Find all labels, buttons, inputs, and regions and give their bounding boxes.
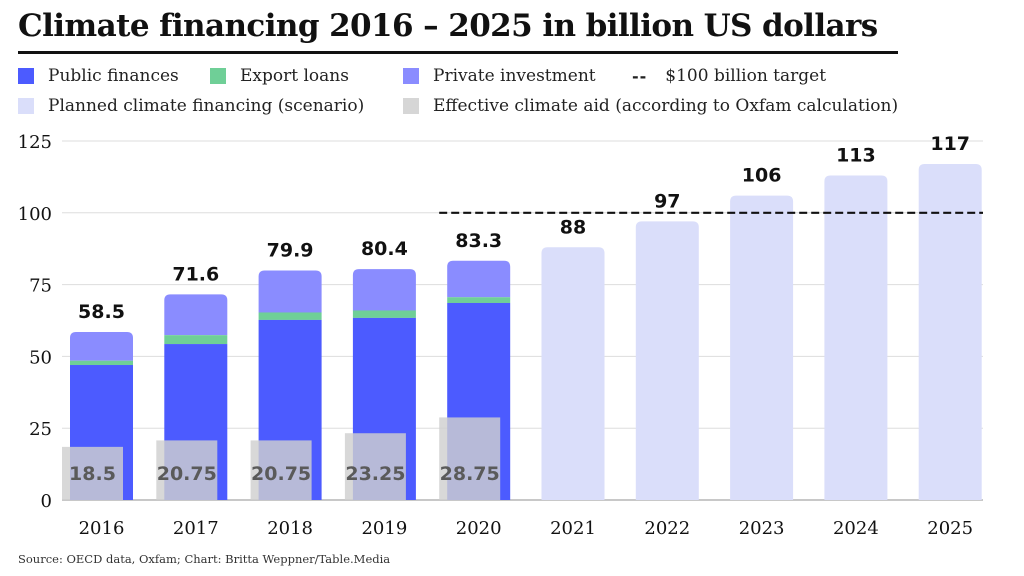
bar-total-label: 71.6 bbox=[172, 263, 219, 285]
bar-segment-private-investment bbox=[352, 269, 416, 311]
bar-total-label: 113 bbox=[836, 144, 876, 166]
effective-aid-label: 20.75 bbox=[157, 463, 217, 485]
bar-effective-climate-aid bbox=[344, 433, 406, 500]
bar-total-label: 79.9 bbox=[267, 240, 314, 262]
legend-swatch-export bbox=[210, 68, 226, 84]
legend-label-export: Export loans bbox=[240, 66, 349, 86]
bar-segment-private-investment bbox=[164, 294, 228, 336]
legend-label-planned: Planned climate financing (scenario) bbox=[48, 96, 365, 116]
bar-effective-climate-aid bbox=[156, 440, 218, 500]
bar-effective-climate-aid bbox=[250, 440, 312, 500]
bar-planned-financing bbox=[541, 247, 605, 500]
legend-label-effective: Effective climate aid (according to Oxfa… bbox=[433, 96, 899, 116]
bar-segment-private-investment bbox=[70, 331, 133, 361]
bar-total-label: 97 bbox=[654, 190, 680, 212]
y-tick-label: 25 bbox=[29, 419, 52, 440]
bar-total-label: 88 bbox=[560, 216, 586, 238]
bar-effective-climate-aid bbox=[62, 446, 123, 500]
x-tick-label: 2017 bbox=[173, 518, 219, 539]
bar-effective-climate-aid bbox=[439, 417, 501, 500]
bar-planned-financing bbox=[730, 195, 794, 500]
legend-item-private: Private investment bbox=[403, 66, 596, 86]
x-tick-label: 2020 bbox=[456, 518, 502, 539]
chart-title: Climate financing 2016 – 2025 in billion… bbox=[18, 8, 878, 44]
x-tick-label: 2016 bbox=[79, 518, 125, 539]
bar-segment-private-investment bbox=[447, 260, 511, 298]
bar-total-label: 106 bbox=[742, 165, 782, 187]
x-tick-label: 2022 bbox=[644, 518, 690, 539]
y-tick-label: 125 bbox=[18, 132, 52, 153]
legend-item-public: Public finances bbox=[18, 66, 179, 86]
bar-planned-financing bbox=[918, 163, 982, 500]
bar-segment-export-loans bbox=[447, 297, 511, 303]
bar-planned-financing bbox=[824, 175, 888, 501]
legend-swatch-public bbox=[18, 68, 34, 84]
bar-segment-private-investment bbox=[258, 270, 322, 313]
bar-segment-export-loans bbox=[258, 312, 322, 320]
legend-label-target: $100 billion target bbox=[665, 66, 827, 86]
y-tick-label: 75 bbox=[29, 276, 52, 297]
x-tick-label: 2023 bbox=[739, 518, 785, 539]
effective-aid-label: 28.75 bbox=[440, 463, 500, 485]
x-tick-label: 2024 bbox=[833, 518, 879, 539]
effective-aid-label: 18.5 bbox=[69, 463, 116, 485]
legend-item-effective: Effective climate aid (according to Oxfa… bbox=[403, 96, 898, 116]
effective-aid-label: 23.25 bbox=[345, 463, 405, 485]
bar-segment-export-loans bbox=[70, 360, 133, 366]
y-tick-label: 0 bbox=[41, 491, 52, 512]
x-tick-label: 2021 bbox=[550, 518, 596, 539]
legend-label-public: Public finances bbox=[48, 66, 179, 86]
legend-swatch-effective bbox=[403, 98, 419, 114]
legend-item-planned: Planned climate financing (scenario) bbox=[18, 96, 364, 116]
x-tick-label: 2019 bbox=[361, 518, 407, 539]
y-tick-label: 50 bbox=[29, 347, 52, 368]
x-tick-label: 2018 bbox=[267, 518, 313, 539]
bar-total-label: 58.5 bbox=[78, 301, 125, 323]
legend-label-private: Private investment bbox=[433, 66, 596, 86]
bar-total-label: 83.3 bbox=[455, 230, 502, 252]
legend-swatch-planned bbox=[18, 98, 34, 114]
bar-planned-financing bbox=[635, 221, 699, 500]
dashed-line-icon: -- bbox=[632, 66, 648, 86]
effective-aid-label: 20.75 bbox=[251, 463, 311, 485]
bar-total-label: 80.4 bbox=[361, 238, 408, 260]
bar-total-label: 117 bbox=[930, 133, 970, 155]
title-underline bbox=[18, 51, 898, 54]
x-tick-label: 2025 bbox=[927, 518, 973, 539]
bar-segment-export-loans bbox=[352, 310, 416, 318]
source-note: Source: OECD data, Oxfam; Chart: Britta … bbox=[18, 552, 391, 566]
y-tick-label: 100 bbox=[18, 204, 52, 225]
legend-item-target: -- $100 billion target bbox=[632, 66, 826, 86]
legend-item-export: Export loans bbox=[210, 66, 349, 86]
bar-segment-export-loans bbox=[164, 335, 228, 345]
legend-swatch-private bbox=[403, 68, 419, 84]
